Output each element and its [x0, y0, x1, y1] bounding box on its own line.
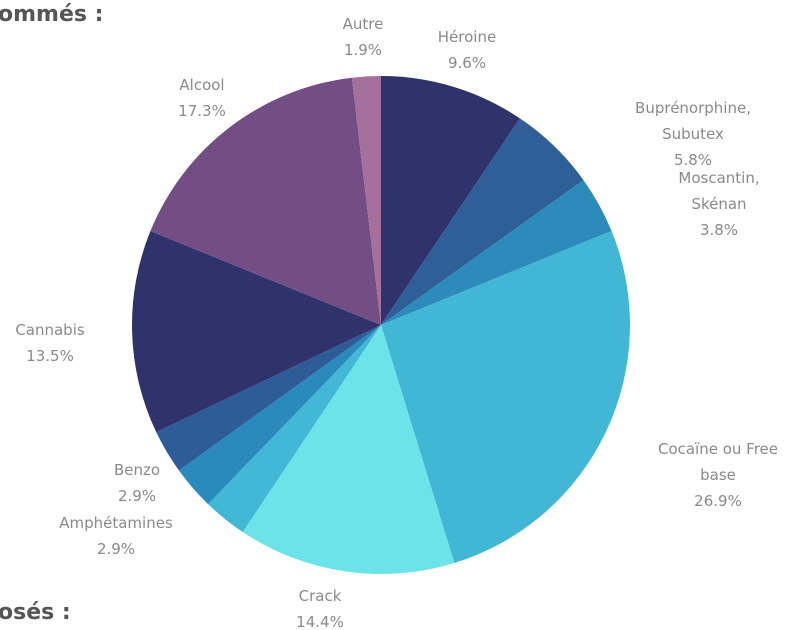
- slice-name-label: Héroine: [438, 28, 496, 46]
- slice-name-label: Subutex: [662, 125, 724, 143]
- slice-value-label: 1.9%: [344, 41, 382, 59]
- slice-name-label: Cocaïne ou Free: [658, 440, 778, 458]
- pie-labels: Héroine 9.6% Buprénorphine, Subutex 5.8%Mosc…: [15, 15, 778, 630]
- slice-value-label: 3.8%: [700, 221, 738, 239]
- pie-slice: [242, 325, 455, 575]
- slice-value-label: 26.9%: [694, 492, 742, 510]
- pie-slice: [131, 231, 381, 433]
- pie-slices: [131, 76, 630, 575]
- slice-value-label: 13.5%: [26, 347, 74, 365]
- pie-slice: [208, 325, 381, 533]
- slice-name-label: Skénan: [691, 195, 746, 213]
- slice-value-label: 2.9%: [118, 487, 156, 505]
- pie-slice: [351, 76, 381, 325]
- pie-slice: [381, 180, 612, 325]
- slice-value-label: 5.8%: [674, 151, 712, 169]
- slice-name-label: Crack: [299, 587, 342, 605]
- heading-top-cut: ommés :: [0, 2, 104, 27]
- slice-name-label: Buprénorphine,: [635, 99, 751, 117]
- heading-bottom-cut: osés :: [0, 600, 71, 625]
- pie-slice: [156, 325, 381, 471]
- slice-value-label: 14.4%: [296, 613, 344, 630]
- pie-slice: [381, 76, 520, 325]
- slice-name-label: Autre: [343, 15, 384, 33]
- slice-name-label: Moscantin,: [678, 169, 759, 187]
- slice-value-label: 9.6%: [448, 54, 486, 72]
- slice-value-label: 17.3%: [178, 102, 226, 120]
- pie-slice: [381, 118, 584, 325]
- slice-name-label: Benzo: [114, 461, 160, 479]
- slice-name-label: Alcool: [179, 76, 224, 94]
- slice-name-label: Cannabis: [15, 321, 85, 339]
- slice-name-label: Amphétamines: [59, 514, 173, 532]
- slice-name-label: base: [700, 466, 736, 484]
- slice-value-label: 2.9%: [97, 540, 135, 558]
- pie-slice: [178, 325, 381, 505]
- pie-slice: [150, 77, 381, 326]
- pie-slice: [381, 231, 630, 563]
